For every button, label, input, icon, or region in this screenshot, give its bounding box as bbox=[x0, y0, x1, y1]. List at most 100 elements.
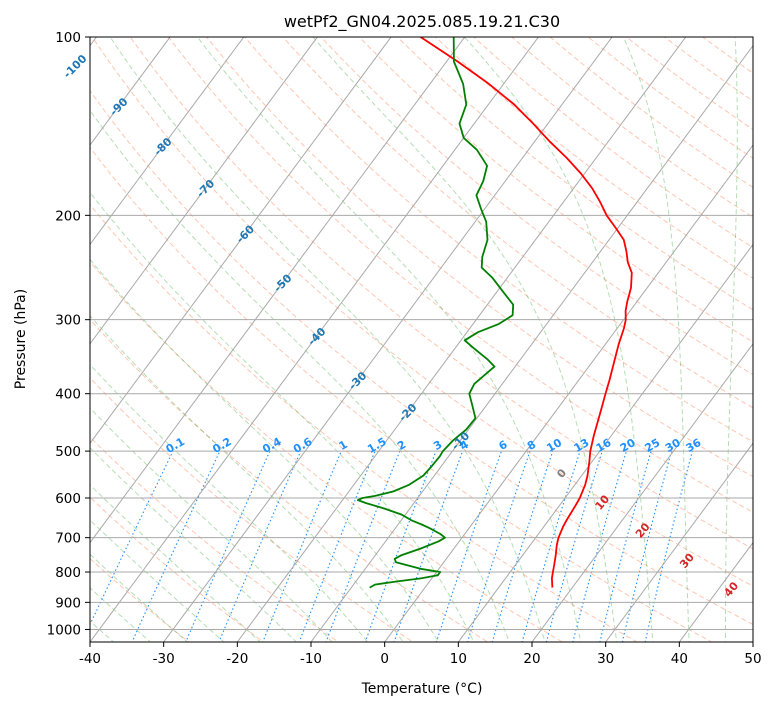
isotherm-line bbox=[90, 37, 540, 642]
dry-adiabat bbox=[435, 37, 753, 280]
wet-bulb-label: 40 bbox=[721, 579, 741, 599]
x-tick-label: 10 bbox=[450, 651, 467, 667]
y-tick-label: 300 bbox=[55, 313, 81, 329]
dry-adiabat bbox=[396, 37, 753, 311]
mixing-ratio-label: 0.6 bbox=[291, 435, 315, 456]
mixing-ratio-line bbox=[131, 450, 221, 642]
x-tick-label: 0 bbox=[380, 651, 389, 667]
mixing-ratio-line bbox=[621, 450, 673, 642]
moist-adiabat bbox=[109, 37, 546, 642]
line-labels: -100-90-80-70-60-50-40-30-20-100.1 0.2 0.4… bbox=[61, 52, 742, 600]
y-tick-label: 400 bbox=[55, 387, 81, 403]
x-tick-label: 20 bbox=[523, 651, 540, 667]
moist-adiabat bbox=[90, 446, 298, 642]
mixing-ratio-label: 10 bbox=[544, 436, 564, 455]
dry-adiabat bbox=[90, 261, 564, 642]
mixing-ratio-line bbox=[435, 450, 503, 642]
moist-adiabat bbox=[90, 363, 369, 642]
isotherm-line bbox=[678, 541, 753, 642]
pressure-grid bbox=[90, 37, 753, 642]
isotherm-line bbox=[384, 144, 753, 642]
profile-lines bbox=[357, 37, 633, 589]
isotherm-label: -30 bbox=[346, 369, 369, 392]
y-tick-label: 200 bbox=[55, 208, 81, 224]
x-tick-label: -40 bbox=[79, 651, 101, 667]
dry-adiabat bbox=[90, 318, 489, 642]
mixing-ratio-label: 25 bbox=[643, 436, 663, 455]
moist-adiabat bbox=[90, 484, 261, 642]
moist-adiabat bbox=[90, 191, 475, 642]
isotherm-line bbox=[163, 37, 613, 642]
dry-adiabat bbox=[90, 436, 340, 642]
plot-frame bbox=[89, 36, 754, 643]
isotherm-label: -40 bbox=[305, 325, 328, 348]
dry-adiabat bbox=[91, 37, 753, 587]
y-tick-label: 1000 bbox=[47, 622, 81, 638]
mixing-ratio-label: 1.5 bbox=[365, 435, 388, 456]
y-tick-label: 700 bbox=[55, 531, 81, 547]
temperature-line bbox=[420, 37, 633, 588]
isotherm-label: -70 bbox=[194, 177, 217, 200]
x-tick-label: -30 bbox=[153, 651, 175, 667]
mixing-ratio-line bbox=[325, 450, 401, 642]
moist-adiabat bbox=[90, 109, 510, 642]
mixing-ratio-label: 30 bbox=[663, 436, 683, 455]
mixing-ratio-line bbox=[521, 450, 581, 642]
moist-adiabat bbox=[197, 37, 582, 642]
isotherm-line bbox=[90, 37, 466, 544]
x-tick-label: 30 bbox=[597, 651, 614, 667]
moist-adiabat bbox=[90, 258, 440, 642]
x-axis-title: Temperature (°C) bbox=[361, 681, 483, 697]
dry-adiabat bbox=[511, 37, 753, 218]
mixing-ratio-label: 16 bbox=[594, 436, 614, 455]
x-tick-label: 40 bbox=[671, 651, 688, 667]
isotherm-label: -80 bbox=[151, 135, 174, 158]
isotherm-line bbox=[605, 442, 753, 642]
isotherm-line bbox=[90, 37, 245, 246]
mixing-ratio-line bbox=[298, 450, 376, 642]
isotherm-label: -50 bbox=[271, 271, 294, 294]
mixing-ratio-line bbox=[545, 450, 603, 642]
mixing-ratio-line bbox=[393, 450, 464, 642]
mixing-ratio-line bbox=[466, 450, 531, 642]
y-tick-label: 800 bbox=[55, 565, 81, 581]
y-tick-label: 600 bbox=[55, 491, 81, 507]
isotherm-line bbox=[90, 37, 319, 345]
chart-title: wetPf2_GN04.2025.085.19.21.C30 bbox=[284, 12, 560, 32]
dry-adiabat bbox=[244, 37, 753, 443]
background-lines bbox=[90, 37, 753, 642]
isotherm-line bbox=[90, 37, 392, 445]
dewpoint-line bbox=[357, 37, 515, 589]
isotherm-line bbox=[90, 37, 171, 146]
isotherm-line bbox=[236, 37, 687, 642]
wet-bulb-label: 0 bbox=[554, 466, 569, 480]
mixing-ratio-line bbox=[185, 450, 271, 642]
dry-adiabat bbox=[90, 203, 639, 642]
dry-adiabat bbox=[320, 37, 753, 376]
isotherm-line bbox=[310, 44, 753, 642]
moist-adiabat bbox=[90, 314, 404, 642]
y-tick-label: 500 bbox=[55, 444, 81, 460]
dry-adiabat bbox=[358, 37, 753, 343]
dry-adiabat bbox=[129, 37, 753, 550]
y-axis-title: Pressure (hPa) bbox=[13, 289, 29, 389]
isotherm-label: -20 bbox=[396, 401, 419, 424]
moist-adiabat bbox=[312, 37, 618, 642]
dry-adiabat bbox=[90, 496, 265, 642]
isotherm-label: -90 bbox=[107, 95, 130, 118]
x-tick-label: -20 bbox=[226, 651, 248, 667]
x-tick-label: 50 bbox=[744, 651, 761, 667]
dry-adiabat bbox=[90, 557, 190, 642]
moist-adiabat bbox=[725, 37, 738, 642]
mixing-ratio-label: 20 bbox=[618, 436, 638, 455]
y-tick-label: 900 bbox=[55, 595, 81, 611]
isotherm-line bbox=[531, 342, 753, 642]
moist-adiabat bbox=[90, 553, 188, 642]
isotherm-label: -100 bbox=[61, 52, 90, 81]
dry-adiabat bbox=[282, 37, 753, 409]
isotherm-label: -60 bbox=[234, 222, 257, 245]
x-tick-label: -10 bbox=[300, 651, 322, 667]
isotherm-line bbox=[457, 243, 753, 642]
mixing-ratio-line bbox=[491, 450, 554, 642]
